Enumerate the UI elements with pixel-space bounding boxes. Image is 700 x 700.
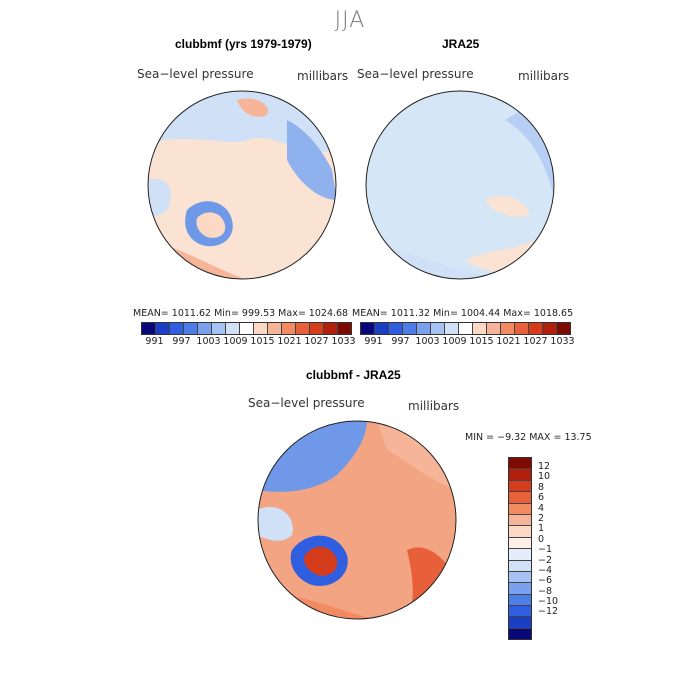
colorbar-swatch xyxy=(509,537,531,550)
colorbar-swatch xyxy=(324,323,338,334)
colorbar-swatch xyxy=(509,469,531,481)
colorbar-swatch xyxy=(509,549,531,561)
panel-3-field-label: Sea−level pressure xyxy=(248,396,365,410)
colorbar-swatch xyxy=(431,323,445,334)
colorbar-tick-label: 1027 xyxy=(523,336,548,347)
colorbar-tick-label: 10 xyxy=(538,471,551,483)
colorbar-swatch xyxy=(417,323,431,334)
colorbar-swatch xyxy=(212,323,226,334)
colorbar-swatch xyxy=(509,480,531,493)
colorbar-swatch xyxy=(515,323,529,334)
colorbar-tick-label: 997 xyxy=(391,336,410,347)
colorbar-swatch xyxy=(509,560,531,572)
colorbar-swatch xyxy=(268,323,282,334)
colorbar-tick-label: −10 xyxy=(538,596,559,608)
colorbar-swatch xyxy=(310,323,324,334)
colorbar-swatch xyxy=(198,323,212,334)
colorbar-swatch xyxy=(338,323,351,334)
colorbar-swatch xyxy=(170,323,184,334)
season-title: JJA xyxy=(334,8,366,33)
colorbar-swatch xyxy=(509,503,531,515)
colorbar-tick-label: 12 xyxy=(538,461,551,472)
colorbar-tick-label: 1009 xyxy=(223,336,248,347)
panel-3-title: clubbmf - JRA25 xyxy=(306,368,401,382)
colorbar-swatch xyxy=(509,594,531,607)
colorbar-tick-label: −6 xyxy=(538,575,553,587)
colorbar-tick-label: 1003 xyxy=(415,336,440,347)
colorbar-tick-label: −1 xyxy=(538,544,553,556)
panel-2-colorbar-ticks: 991 997 1003 1009 1015 1021 1027 1033 xyxy=(360,336,576,347)
colorbar-tick-label: 1 xyxy=(538,523,545,535)
colorbar-swatch xyxy=(254,323,268,334)
colorbar-tick-label: 1015 xyxy=(250,336,275,347)
colorbar-swatch xyxy=(445,323,459,334)
colorbar-swatch xyxy=(509,458,531,470)
colorbar-swatch xyxy=(403,323,417,334)
colorbar-swatch xyxy=(156,323,170,334)
colorbar-tick-label: 1015 xyxy=(469,336,494,347)
panel-3-unit-label: millibars xyxy=(408,399,460,413)
colorbar-swatch xyxy=(142,323,156,334)
colorbar-swatch xyxy=(184,323,198,334)
panel-2-polar-map xyxy=(365,90,555,280)
panel-1-unit-label: millibars xyxy=(297,69,349,83)
panel-1-colorbar-ticks: 991 997 1003 1009 1015 1021 1027 1033 xyxy=(141,336,357,347)
colorbar-swatch xyxy=(509,583,531,595)
panel-2-unit-label: millibars xyxy=(518,69,570,83)
colorbar-swatch xyxy=(509,606,531,618)
colorbar-tick-label: −4 xyxy=(538,564,553,576)
panel-2-field-label: Sea−level pressure xyxy=(357,67,474,81)
panel-1-title: clubbmf (yrs 1979-1979) xyxy=(175,37,312,51)
colorbar-swatch xyxy=(459,323,473,334)
colorbar-swatch xyxy=(543,323,557,334)
colorbar-tick-label: 1027 xyxy=(304,336,329,347)
colorbar-swatch xyxy=(487,323,501,334)
colorbar-swatch xyxy=(389,323,403,334)
colorbar-tick-label: 4 xyxy=(538,502,545,514)
colorbar-swatch xyxy=(296,323,310,334)
panel-1-colorbar xyxy=(141,322,352,335)
panel-1-polar-map xyxy=(147,90,337,280)
colorbar-tick-label: −8 xyxy=(538,585,553,597)
colorbar-swatch xyxy=(509,628,531,640)
colorbar-tick-label: −2 xyxy=(538,554,553,566)
panel-2-stats: MEAN= 1011.32 Min= 1004.44 Max= 1018.65 xyxy=(352,308,574,319)
colorbar-swatch xyxy=(282,323,296,334)
panel-3-stats: MIN = −9.32 MAX = 13.75 xyxy=(465,432,592,443)
panel-2-title: JRA25 xyxy=(442,37,480,51)
colorbar-swatch xyxy=(509,571,531,584)
colorbar-swatch xyxy=(509,514,531,527)
colorbar-tick-label: 1009 xyxy=(442,336,467,347)
colorbar-swatch xyxy=(375,323,389,334)
colorbar-tick-label: 1021 xyxy=(496,336,521,347)
colorbar-swatch xyxy=(509,617,531,629)
panel-3-colorbar-ticks: 12 10 8 6 4 2 1 0 −1 −2 −4 −6 −8 −10 −12 xyxy=(538,461,559,618)
panel-3-polar-map xyxy=(257,420,457,620)
colorbar-swatch xyxy=(361,323,375,334)
colorbar-swatch xyxy=(240,323,254,334)
colorbar-swatch xyxy=(226,323,240,334)
panel-1-field-label: Sea−level pressure xyxy=(137,67,254,81)
panel-1-stats: MEAN= 1011.62 Min= 999.53 Max= 1024.68 xyxy=(133,308,349,319)
colorbar-swatch xyxy=(557,323,570,334)
colorbar-tick-label: 1021 xyxy=(277,336,302,347)
colorbar-tick-label: 1003 xyxy=(196,336,221,347)
colorbar-tick-label: −12 xyxy=(538,606,559,618)
colorbar-tick-label: 991 xyxy=(145,336,164,347)
colorbar-tick-label: 6 xyxy=(538,492,545,504)
colorbar-tick-label: 0 xyxy=(538,533,545,545)
colorbar-tick-label: 991 xyxy=(364,336,383,347)
colorbar-tick-label: 2 xyxy=(538,512,545,524)
panel-2-colorbar xyxy=(360,322,571,335)
colorbar-swatch xyxy=(473,323,487,334)
colorbar-swatch xyxy=(529,323,543,334)
colorbar-swatch xyxy=(509,492,531,504)
colorbar-tick-label: 8 xyxy=(538,481,545,493)
colorbar-tick-label: 1033 xyxy=(331,336,356,347)
colorbar-swatch xyxy=(509,526,531,538)
colorbar-tick-label: 1033 xyxy=(550,336,575,347)
colorbar-tick-label: 997 xyxy=(172,336,191,347)
colorbar-swatch xyxy=(501,323,515,334)
panel-3-colorbar xyxy=(508,457,532,641)
